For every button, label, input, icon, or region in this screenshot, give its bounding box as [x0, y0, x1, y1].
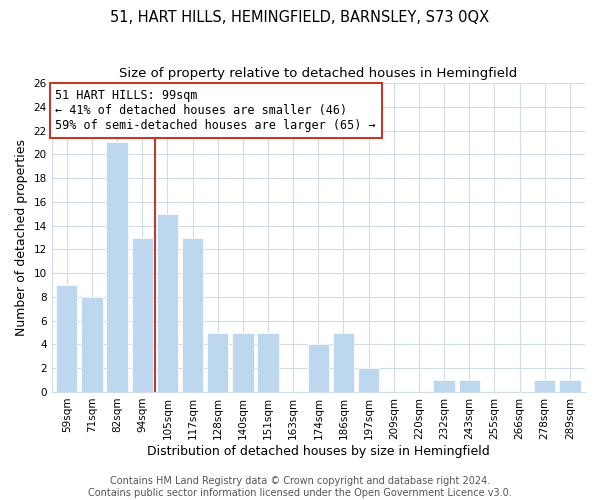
- Text: Contains HM Land Registry data © Crown copyright and database right 2024.
Contai: Contains HM Land Registry data © Crown c…: [88, 476, 512, 498]
- Text: 51, HART HILLS, HEMINGFIELD, BARNSLEY, S73 0QX: 51, HART HILLS, HEMINGFIELD, BARNSLEY, S…: [110, 10, 490, 25]
- Bar: [232, 332, 254, 392]
- Bar: [458, 380, 480, 392]
- Bar: [106, 142, 128, 392]
- Bar: [207, 332, 229, 392]
- Bar: [182, 238, 203, 392]
- Bar: [131, 238, 153, 392]
- Bar: [358, 368, 379, 392]
- Bar: [157, 214, 178, 392]
- Bar: [308, 344, 329, 392]
- Bar: [433, 380, 455, 392]
- Text: 51 HART HILLS: 99sqm
← 41% of detached houses are smaller (46)
59% of semi-detac: 51 HART HILLS: 99sqm ← 41% of detached h…: [55, 89, 376, 132]
- Bar: [333, 332, 354, 392]
- X-axis label: Distribution of detached houses by size in Hemingfield: Distribution of detached houses by size …: [147, 444, 490, 458]
- Bar: [56, 285, 77, 392]
- Bar: [534, 380, 556, 392]
- Bar: [559, 380, 581, 392]
- Bar: [81, 297, 103, 392]
- Bar: [257, 332, 279, 392]
- Y-axis label: Number of detached properties: Number of detached properties: [15, 139, 28, 336]
- Title: Size of property relative to detached houses in Hemingfield: Size of property relative to detached ho…: [119, 68, 517, 80]
